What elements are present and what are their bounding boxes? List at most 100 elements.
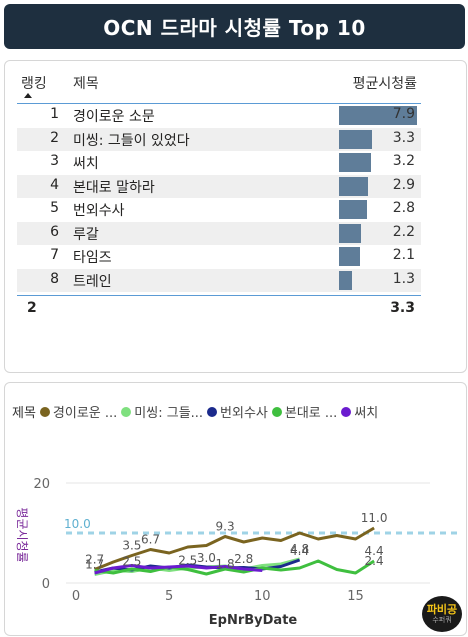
data-label: 2.5 [178,554,197,568]
data-label: 4.8 [290,542,309,556]
ratings-line-chart-card [4,382,467,636]
table-header: 랭킹 제목 평균시청률 [17,67,421,104]
rank-cell: 1 [50,106,59,122]
rank-cell: 4 [50,176,59,193]
rating-cell: 2.9 [392,176,415,193]
table-row[interactable]: 5 번외수사 2.8 [17,198,421,222]
title-cell: 루갈 [73,226,99,243]
title-cell: 번외수사 [73,203,125,219]
legend-marker [121,406,132,417]
legend-item[interactable]: 경이로운 ... [39,402,118,421]
column-header-title[interactable]: 제목 [73,76,99,92]
rating-cell: 2.1 [392,247,415,263]
rating-bar [339,223,361,243]
legend-item[interactable]: 써치 [341,402,378,421]
table-body: 1 경이로운 소문 7.9 2 미씽: 그들이 있었다 3.3 3 써치 3.2 4 본대로 말하라… [17,104,421,292]
x-tick-label: 15 [347,589,364,604]
title-cell: 타임즈 [73,250,112,266]
table-row[interactable]: 2 미씽: 그들이 있었다 3.3 [17,127,421,151]
title-cell: 본대로 말하라 [73,179,155,196]
series-line [94,526,375,571]
title-cell: 미씽: 그들이 있었다 [73,132,190,149]
rating-cell: 2.8 [392,200,415,216]
y-tick-label: 20 [33,477,50,492]
rating-bar [339,153,371,172]
data-label: 2.5 [122,555,141,569]
rating-cell: 2.2 [392,223,415,240]
data-label: 2.7 [85,553,104,567]
legend-marker [207,406,218,417]
rating-cell: 7.9 [392,106,415,122]
data-label: 1.8 [216,557,235,571]
rating-bar [339,176,368,196]
table-row[interactable]: 1 경이로운 소문 7.9 [17,104,421,128]
x-tick-label: 0 [72,589,80,604]
table-row[interactable]: 7 타임즈 2.1 [17,245,421,269]
legend-label: 경이로운 ... [52,406,118,421]
legend-item[interactable]: 번외수사 [207,402,268,421]
data-label: 1.7 [85,558,104,572]
rating-bar [339,200,367,219]
data-label: 9.3 [216,520,235,534]
table-row[interactable]: 6 루갈 2.2 [17,221,421,245]
page-title: OCN 드라마 시청률 Top 10 [103,16,366,40]
rating-bar [339,129,372,149]
table-row[interactable]: 8 트레인 1.3 [17,268,421,292]
rank-cell: 2 [50,129,59,146]
legend-item[interactable]: 본대로 ... [271,402,338,421]
table-total-row: 2 3.3 [17,295,421,322]
title-cell: 트레인 [73,273,112,290]
y-axis-title: 평균시청률 [15,507,29,562]
legend-title: 제목 [12,406,36,421]
legend-items: 경이로운 ... 미씽: 그들... 번외수사 본대로 ... 써치 [39,402,382,421]
sort-ascending-icon[interactable] [24,93,32,98]
series-line [94,564,263,575]
total-rank: 2 [27,300,37,316]
y-tick-label: 0 [42,577,50,592]
rank-cell: 6 [50,223,59,240]
x-tick-label: 5 [165,589,173,604]
legend-item[interactable]: 미씽: 그들... [121,402,203,421]
x-axis-title: EpNrByDate [209,613,298,628]
legend-label: 미씽: 그들... [134,406,204,421]
reference-line-label: 10.0 [64,517,91,531]
title-banner: OCN 드라마 시청률 Top 10 [4,4,465,49]
rating-bar [339,270,352,290]
rank-cell: 3 [50,153,59,169]
legend-marker [271,406,282,417]
series-line [94,559,375,576]
rating-bar [339,106,417,125]
legend-marker [341,406,352,417]
data-label: 11.0 [361,511,388,525]
legend-label: 본대로 ... [284,406,338,421]
data-label: 3.0 [197,551,216,565]
table-row[interactable]: 4 본대로 말하라 2.9 [17,174,421,198]
brand-logo: 파비공 수퍼쿼 [422,596,462,632]
data-label: 4.4 [290,544,309,558]
rank-cell: 8 [50,270,59,287]
legend-label: 써치 [354,406,379,421]
logo-text: 파비공 [426,603,458,616]
column-header-rating[interactable]: 평균시청률 [352,76,417,92]
data-label: 6.7 [141,533,160,547]
rank-cell: 5 [50,200,59,216]
table-row[interactable]: 3 써치 3.2 [17,151,421,175]
ratings-table: 랭킹 제목 평균시청률 1 경이로운 소문 7.9 2 미씽: 그들이 있었다 3.3 3 써… [17,67,421,322]
chart-legend: 제목 경이로운 ... 미씽: 그들... 번외수사 본대로 ... 써치 [12,402,382,421]
x-tick-label: 10 [254,589,271,604]
data-label: 4.4 [365,544,384,558]
data-label: 2.4 [365,554,384,568]
rating-cell: 1.3 [392,270,415,287]
rating-cell: 3.3 [392,129,415,146]
rating-cell: 3.2 [392,153,415,169]
legend-marker [39,406,50,417]
total-rating: 3.3 [390,300,415,316]
rating-bar [339,247,360,266]
data-label: 2.8 [234,552,253,566]
column-header-rank[interactable]: 랭킹 [21,76,47,92]
title-cell: 경이로운 소문 [73,109,155,125]
ratings-table-card: 랭킹 제목 평균시청률 1 경이로운 소문 7.9 2 미씽: 그들이 있었다 3.3 3 써… [4,60,467,373]
rank-cell: 7 [50,247,59,263]
legend-label: 번외수사 [220,406,268,421]
